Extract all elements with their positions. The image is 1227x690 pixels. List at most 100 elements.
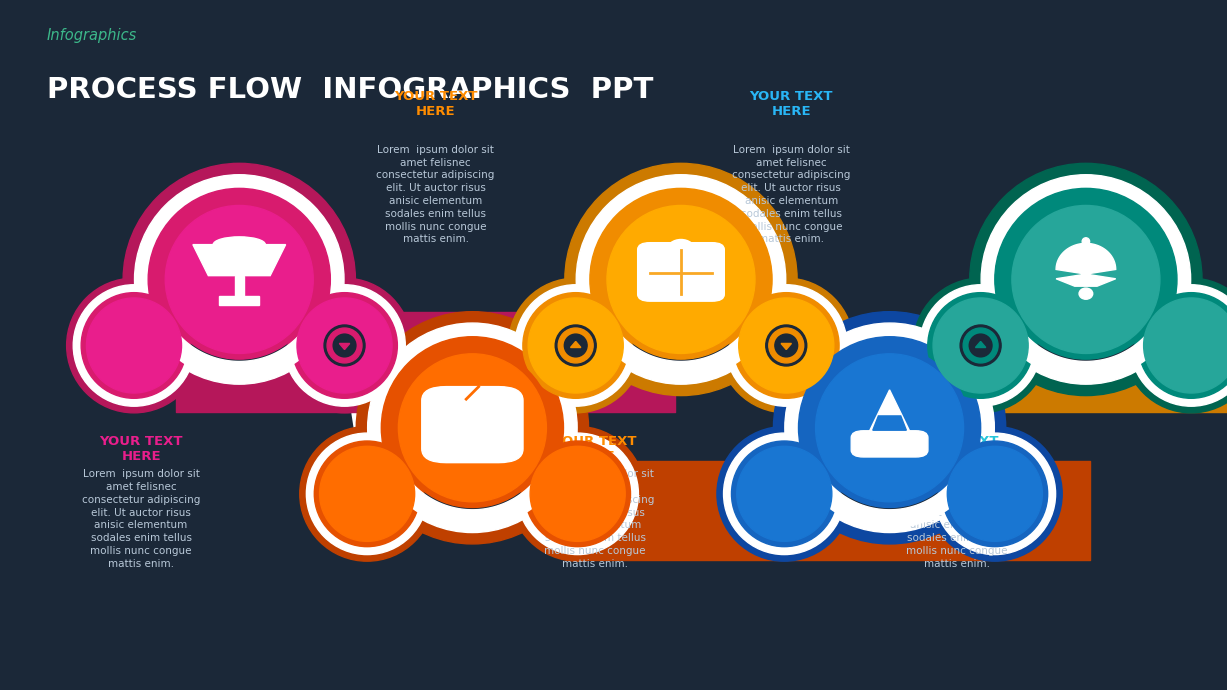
Ellipse shape bbox=[508, 278, 643, 413]
Ellipse shape bbox=[510, 426, 645, 561]
Ellipse shape bbox=[838, 422, 941, 524]
Ellipse shape bbox=[933, 298, 1028, 393]
Ellipse shape bbox=[1139, 293, 1227, 398]
Text: Lorem  ipsum dolor sit
amet felisnec
consectetur adipiscing
elit. Ut auctor risu: Lorem ipsum dolor sit amet felisnec cons… bbox=[82, 469, 200, 569]
Ellipse shape bbox=[1012, 206, 1160, 353]
Ellipse shape bbox=[1124, 278, 1227, 413]
Ellipse shape bbox=[515, 285, 637, 406]
Ellipse shape bbox=[942, 441, 1048, 546]
Polygon shape bbox=[395, 480, 550, 528]
Ellipse shape bbox=[1082, 238, 1090, 245]
Ellipse shape bbox=[297, 298, 393, 393]
Ellipse shape bbox=[299, 426, 434, 561]
Ellipse shape bbox=[292, 293, 398, 398]
Polygon shape bbox=[162, 332, 317, 380]
Polygon shape bbox=[193, 245, 286, 275]
FancyBboxPatch shape bbox=[422, 386, 523, 462]
Ellipse shape bbox=[530, 446, 626, 542]
Ellipse shape bbox=[601, 200, 761, 359]
Ellipse shape bbox=[775, 334, 798, 357]
Ellipse shape bbox=[1130, 285, 1227, 406]
Ellipse shape bbox=[913, 278, 1048, 413]
Ellipse shape bbox=[734, 293, 839, 398]
Ellipse shape bbox=[947, 446, 1043, 542]
Ellipse shape bbox=[74, 285, 195, 406]
Ellipse shape bbox=[314, 441, 420, 546]
Ellipse shape bbox=[328, 328, 362, 363]
Ellipse shape bbox=[799, 337, 980, 519]
Ellipse shape bbox=[1034, 274, 1137, 376]
Ellipse shape bbox=[558, 328, 593, 363]
Ellipse shape bbox=[785, 323, 994, 533]
Ellipse shape bbox=[421, 422, 524, 524]
Polygon shape bbox=[866, 390, 913, 438]
Text: YOUR TEXT
HERE: YOUR TEXT HERE bbox=[750, 90, 833, 118]
Text: YOUR TEXT
HERE: YOUR TEXT HERE bbox=[553, 435, 637, 463]
Ellipse shape bbox=[528, 298, 623, 393]
Ellipse shape bbox=[66, 278, 201, 413]
Ellipse shape bbox=[319, 446, 415, 542]
Polygon shape bbox=[128, 299, 351, 346]
Ellipse shape bbox=[1006, 200, 1166, 359]
Polygon shape bbox=[340, 344, 350, 350]
Ellipse shape bbox=[736, 446, 832, 542]
Ellipse shape bbox=[719, 278, 854, 413]
Ellipse shape bbox=[277, 278, 412, 413]
Ellipse shape bbox=[928, 293, 1033, 398]
Polygon shape bbox=[1009, 332, 1163, 380]
Ellipse shape bbox=[135, 175, 344, 384]
Polygon shape bbox=[220, 296, 259, 305]
Polygon shape bbox=[361, 448, 584, 494]
Ellipse shape bbox=[629, 274, 733, 376]
Polygon shape bbox=[975, 342, 985, 348]
Ellipse shape bbox=[766, 325, 807, 366]
Ellipse shape bbox=[731, 441, 837, 546]
Ellipse shape bbox=[995, 188, 1177, 371]
Ellipse shape bbox=[982, 175, 1190, 384]
Polygon shape bbox=[573, 302, 789, 346]
Ellipse shape bbox=[607, 206, 755, 353]
Ellipse shape bbox=[920, 285, 1042, 406]
Text: YOUR TEXT
HERE: YOUR TEXT HERE bbox=[99, 435, 183, 463]
Polygon shape bbox=[131, 302, 347, 346]
Ellipse shape bbox=[123, 164, 356, 395]
Ellipse shape bbox=[773, 312, 1006, 544]
Ellipse shape bbox=[324, 325, 366, 366]
Ellipse shape bbox=[517, 433, 638, 555]
Text: Lorem  ipsum dolor sit
amet felisnec
consectetur adipiscing
elit. Ut auctor risu: Lorem ipsum dolor sit amet felisnec cons… bbox=[536, 469, 654, 569]
Ellipse shape bbox=[810, 348, 969, 508]
Ellipse shape bbox=[523, 293, 628, 398]
Text: PROCESS FLOW  INFOGRAPHICS  PPT: PROCESS FLOW INFOGRAPHICS PPT bbox=[47, 76, 653, 104]
Text: Lorem  ipsum dolor sit
amet felisnec
consectetur adipiscing
elit. Ut auctor risu: Lorem ipsum dolor sit amet felisnec cons… bbox=[377, 145, 494, 244]
Polygon shape bbox=[1056, 244, 1115, 286]
Ellipse shape bbox=[717, 426, 852, 561]
Ellipse shape bbox=[969, 164, 1202, 395]
Ellipse shape bbox=[356, 312, 589, 544]
Ellipse shape bbox=[1079, 288, 1093, 299]
Text: Lorem  ipsum dolor sit
amet felisnec
consectetur adipiscing
elit. Ut auctor risu: Lorem ipsum dolor sit amet felisnec cons… bbox=[733, 145, 850, 244]
Ellipse shape bbox=[382, 337, 563, 519]
Ellipse shape bbox=[960, 325, 1001, 366]
FancyBboxPatch shape bbox=[852, 431, 928, 457]
Ellipse shape bbox=[934, 433, 1055, 555]
Text: YOUR TEXT
HERE: YOUR TEXT HERE bbox=[394, 90, 477, 118]
Ellipse shape bbox=[166, 206, 313, 353]
Polygon shape bbox=[782, 344, 791, 350]
Ellipse shape bbox=[160, 200, 319, 359]
Polygon shape bbox=[234, 275, 244, 296]
Ellipse shape bbox=[368, 323, 577, 533]
Ellipse shape bbox=[564, 334, 587, 357]
Ellipse shape bbox=[969, 334, 991, 357]
Ellipse shape bbox=[816, 354, 963, 502]
Ellipse shape bbox=[393, 348, 552, 508]
Polygon shape bbox=[978, 302, 1194, 346]
Polygon shape bbox=[604, 332, 758, 380]
Ellipse shape bbox=[564, 164, 798, 395]
Ellipse shape bbox=[928, 426, 1063, 561]
Text: Infographics: Infographics bbox=[47, 28, 137, 43]
Polygon shape bbox=[812, 480, 967, 528]
Ellipse shape bbox=[334, 334, 356, 357]
Ellipse shape bbox=[81, 293, 187, 398]
Ellipse shape bbox=[739, 298, 834, 393]
Ellipse shape bbox=[1144, 298, 1227, 393]
